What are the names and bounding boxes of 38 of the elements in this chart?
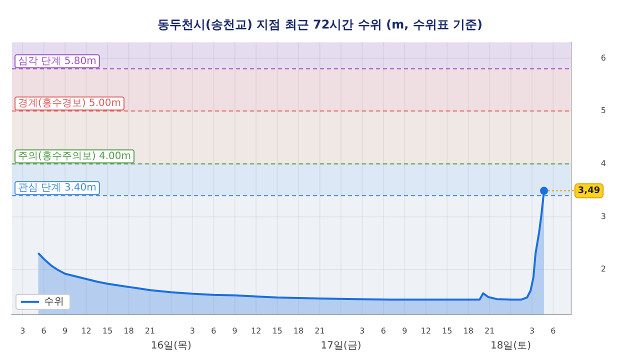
x-tick-label: 21 bbox=[314, 326, 325, 336]
annotation: 3,49 bbox=[578, 186, 600, 196]
x-tick-label: 9 bbox=[402, 326, 408, 336]
ref-line-label: 심각 단계 5.80m bbox=[18, 56, 96, 67]
x-tick-label: 12 bbox=[250, 326, 262, 336]
chart-title: 동두천시(송천교) 지점 최근 72시간 수위 (m, 수위표 기준) bbox=[158, 17, 482, 32]
x-tick-label: 9 bbox=[232, 326, 238, 336]
ref-line-label: 주의(홍수주의보) 4.00m bbox=[18, 150, 131, 162]
y-tick-label: 6 bbox=[600, 53, 606, 62]
x-tick-label: 12 bbox=[420, 326, 431, 336]
x2-tick-label: 16일(목) bbox=[150, 340, 192, 352]
x-tick-label: 18 bbox=[463, 326, 474, 336]
x-tick-label: 12 bbox=[81, 326, 92, 336]
x2-tick-label: 18일(토) bbox=[490, 340, 532, 352]
y-tick-label: 5 bbox=[600, 106, 606, 116]
x-tick-label: 15 bbox=[272, 326, 282, 336]
x-tick-label: 3 bbox=[529, 326, 535, 336]
legend-label: 수위 bbox=[44, 296, 64, 308]
y-tick-label: 2 bbox=[600, 264, 606, 274]
x-tick-label: 3 bbox=[360, 326, 365, 336]
x-tick-label: 6 bbox=[380, 326, 386, 336]
x-tick-label: 18 bbox=[124, 326, 134, 336]
ref-line-label: 경계(홍수경보) 5.00m bbox=[18, 98, 121, 110]
x-tick-label: 6 bbox=[550, 326, 556, 336]
x-tick-label: 6 bbox=[211, 326, 216, 336]
y-tick-label: 4 bbox=[600, 158, 606, 168]
ref-line-label: 관심 단계 3.40m bbox=[18, 182, 96, 194]
y-tick-label: 3 bbox=[600, 212, 606, 221]
x-tick-label: 15 bbox=[102, 326, 113, 336]
x-tick-label: 3 bbox=[190, 326, 195, 336]
x-tick-label: 3 bbox=[20, 326, 26, 336]
x-tick-label: 21 bbox=[484, 326, 495, 336]
x-tick-label: 18 bbox=[293, 326, 304, 336]
x-tick-label: 9 bbox=[62, 326, 68, 336]
x-tick-label: 21 bbox=[144, 326, 156, 336]
x-tick-label: 15 bbox=[442, 326, 452, 336]
x-tick-label: 6 bbox=[41, 326, 46, 336]
x2-tick-label: 17일(금) bbox=[320, 340, 362, 352]
